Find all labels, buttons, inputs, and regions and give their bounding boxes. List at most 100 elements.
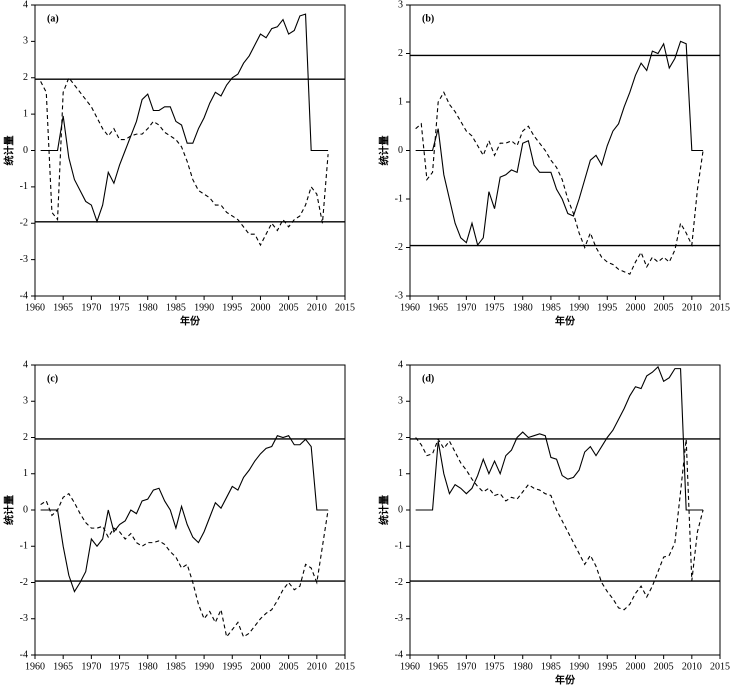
x-tick-label: 1985 [541, 302, 561, 313]
y-tick-label: 2 [23, 72, 28, 83]
series-line [40, 492, 329, 639]
x-tick-label: 1980 [138, 302, 158, 313]
x-tick-label: 1990 [569, 302, 589, 313]
y-axis-label: 统计量 [2, 136, 15, 166]
x-tick-label: 2010 [682, 661, 702, 672]
y-axis-label: 统计量 [377, 136, 390, 166]
series-line [415, 91, 704, 275]
y-tick-label: 3 [398, 396, 403, 407]
y-tick-label: -1 [395, 193, 403, 204]
y-tick-label: 4 [398, 359, 403, 370]
series-line [415, 437, 704, 611]
y-tick-label: 2 [398, 48, 403, 59]
x-tick-label: 2015 [335, 661, 355, 672]
x-tick-label: 1970 [456, 302, 476, 313]
x-tick-label: 2000 [625, 302, 645, 313]
x-tick-label: 2005 [654, 661, 674, 672]
y-tick-label: -3 [20, 613, 28, 624]
x-tick-label: 1970 [81, 661, 101, 672]
y-tick-label: 0 [23, 504, 28, 515]
y-tick-label: 4 [23, 359, 28, 370]
x-tick-label: 1980 [513, 302, 533, 313]
y-tick-label: 0 [23, 145, 28, 156]
x-tick-label: 2000 [250, 661, 270, 672]
y-tick-label: 3 [398, 0, 403, 10]
x-tick-label: 1980 [138, 661, 158, 672]
x-tick-label: 1995 [222, 661, 242, 672]
x-tick-label: 1970 [81, 302, 101, 313]
y-tick-label: 4 [23, 0, 28, 10]
x-tick-label: 1985 [166, 302, 186, 313]
x-tick-label: 1960 [25, 302, 45, 313]
series-line [40, 76, 329, 247]
x-tick-label: 1985 [541, 661, 561, 672]
panel-label: (b) [422, 13, 434, 24]
y-tick-label: -4 [395, 649, 403, 660]
x-tick-label: 1980 [513, 661, 533, 672]
x-tick-label: 1995 [597, 302, 617, 313]
series-line [415, 365, 704, 511]
x-tick-label: 2010 [682, 302, 702, 313]
x-tick-label: 2000 [625, 661, 645, 672]
x-tick-label: 1990 [194, 302, 214, 313]
x-tick-label: 1960 [400, 661, 420, 672]
y-tick-label: 0 [398, 504, 403, 515]
y-tick-label: 1 [398, 96, 403, 107]
x-tick-label: 2005 [279, 302, 299, 313]
x-tick-label: 1970 [456, 661, 476, 672]
x-tick-label: 2015 [710, 661, 730, 672]
y-tick-label: -2 [20, 577, 28, 588]
x-tick-label: 1975 [485, 661, 505, 672]
panel-label: (d) [422, 373, 434, 384]
panel-label: (a) [47, 13, 59, 24]
x-tick-label: 1960 [25, 661, 45, 672]
y-tick-label: 1 [23, 468, 28, 479]
panel-label: (c) [47, 373, 58, 384]
x-tick-label: 1990 [569, 661, 589, 672]
x-tick-label: 1965 [428, 302, 448, 313]
y-tick-label: -3 [20, 254, 28, 265]
y-tick-label: 2 [23, 432, 28, 443]
plot-frame [409, 364, 721, 656]
x-tick-label: 2010 [307, 302, 327, 313]
panel: 1960 1965 1970 1975 1980 1985 1990 1995 2000 2005… [377, 0, 730, 327]
panel: 1960 1965 1970 1975 1980 1985 1990 1995 2000 2005… [2, 359, 355, 672]
series-line [415, 40, 704, 247]
y-tick-label: -3 [395, 613, 403, 624]
x-axis-label: 年份 [180, 314, 201, 327]
x-axis-label: 年份 [555, 673, 576, 686]
x-tick-label: 1960 [400, 302, 420, 313]
x-tick-label: 1975 [110, 302, 130, 313]
y-tick-label: -1 [20, 541, 28, 552]
x-tick-label: 2010 [307, 661, 327, 672]
panel: 1960 1965 1970 1975 1980 1985 1990 1995 2000 2005… [377, 359, 730, 686]
y-tick-label: -1 [20, 181, 28, 192]
x-tick-label: 1995 [222, 302, 242, 313]
x-tick-label: 2000 [250, 302, 270, 313]
y-tick-label: 0 [398, 145, 403, 156]
y-tick-label: -2 [395, 577, 403, 588]
y-tick-label: -3 [395, 290, 403, 301]
panel: 1960 1965 1970 1975 1980 1985 1990 1995 2000 2005… [2, 0, 355, 327]
x-tick-label: 2015 [710, 302, 730, 313]
x-tick-label: 2005 [654, 302, 674, 313]
x-tick-label: 1965 [428, 661, 448, 672]
y-tick-label: -4 [20, 290, 28, 301]
x-tick-label: 1965 [53, 302, 73, 313]
y-tick-label: 1 [398, 468, 403, 479]
y-axis-label: 统计量 [377, 495, 390, 525]
x-tick-label: 1975 [485, 302, 505, 313]
plot-frame [34, 364, 346, 656]
y-tick-label: 3 [23, 396, 28, 407]
x-tick-label: 2005 [279, 661, 299, 672]
y-axis-label: 统计量 [2, 495, 15, 525]
y-tick-label: 1 [23, 108, 28, 119]
plot-frame [34, 4, 346, 297]
y-tick-label: 3 [23, 36, 28, 47]
x-tick-label: 1985 [166, 661, 186, 672]
series-line [40, 13, 329, 224]
y-tick-label: -4 [20, 649, 28, 660]
y-tick-label: -1 [395, 541, 403, 552]
y-tick-label: -2 [20, 218, 28, 229]
